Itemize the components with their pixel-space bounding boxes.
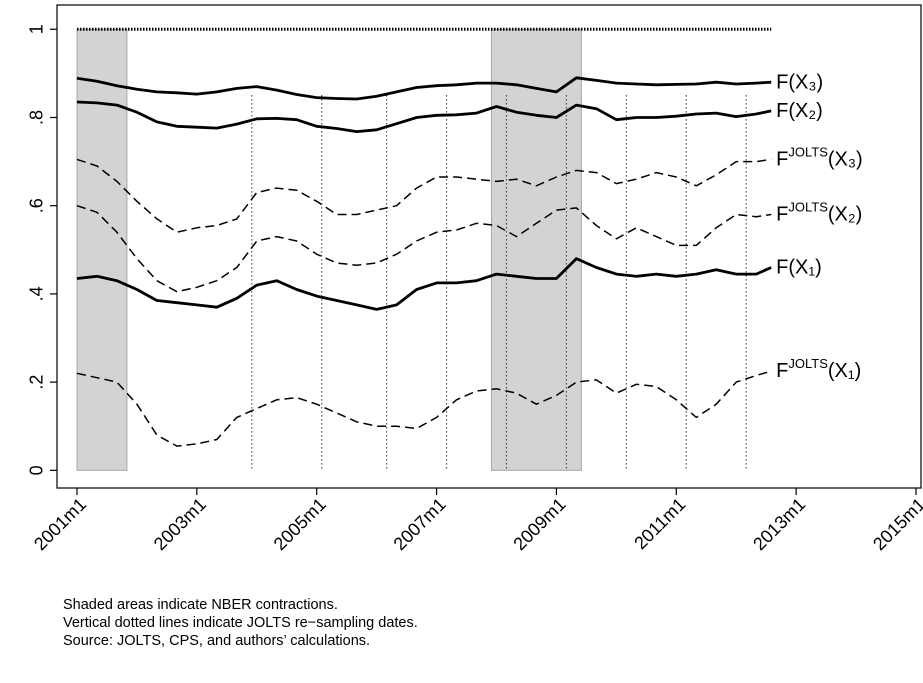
series-label: FJOLTS(X₃) (776, 145, 863, 171)
series-line (76, 76, 772, 101)
y-tick-label: .6 (27, 198, 47, 213)
series-line (76, 204, 772, 293)
x-tick-label: 2011m1 (630, 494, 689, 553)
series-line (76, 370, 772, 447)
y-tick-label: 0 (27, 465, 47, 475)
x-tick-label: 2003m1 (150, 494, 210, 554)
series-line (76, 100, 772, 133)
recession-band (490, 28, 582, 471)
x-tick-label: 2001m1 (30, 494, 90, 554)
x-tick-label: 2005m1 (270, 494, 330, 554)
note: Shaded areas indicate NBER contractions. (63, 597, 338, 613)
note: Source: JOLTS, CPS, and authors’ calcula… (63, 633, 370, 649)
y-tick-label: 1 (27, 24, 47, 34)
series-label: F(X₁) (776, 257, 822, 279)
series-label: FJOLTS(X₁) (776, 357, 861, 383)
y-tick-label: .4 (27, 286, 47, 301)
series-line (76, 257, 772, 311)
series-label: FJOLTS(X₂) (776, 200, 862, 226)
y-tick-label: .8 (27, 110, 47, 125)
x-tick-label: 2015m1 (869, 494, 923, 554)
shade-layer (76, 28, 747, 471)
series-label: F(X₂) (776, 100, 823, 122)
series-line (76, 158, 772, 233)
x-tick-label: 2009m1 (509, 494, 569, 554)
main-layer: 0 .2 .4 .6 .8 1 2001m1 2003m1 2005m1 2007m1 2009m1… (27, 24, 923, 554)
plot-frame (56, 4, 922, 489)
note: Vertical dotted lines indicate JOLTS re−… (63, 615, 418, 631)
x-tick-label: 2007m1 (390, 494, 450, 554)
x-tick-label: 2013m1 (749, 494, 809, 554)
y-tick-label: .2 (27, 375, 47, 390)
recession-band (76, 28, 128, 471)
series-label: F(X₃) (776, 71, 823, 93)
